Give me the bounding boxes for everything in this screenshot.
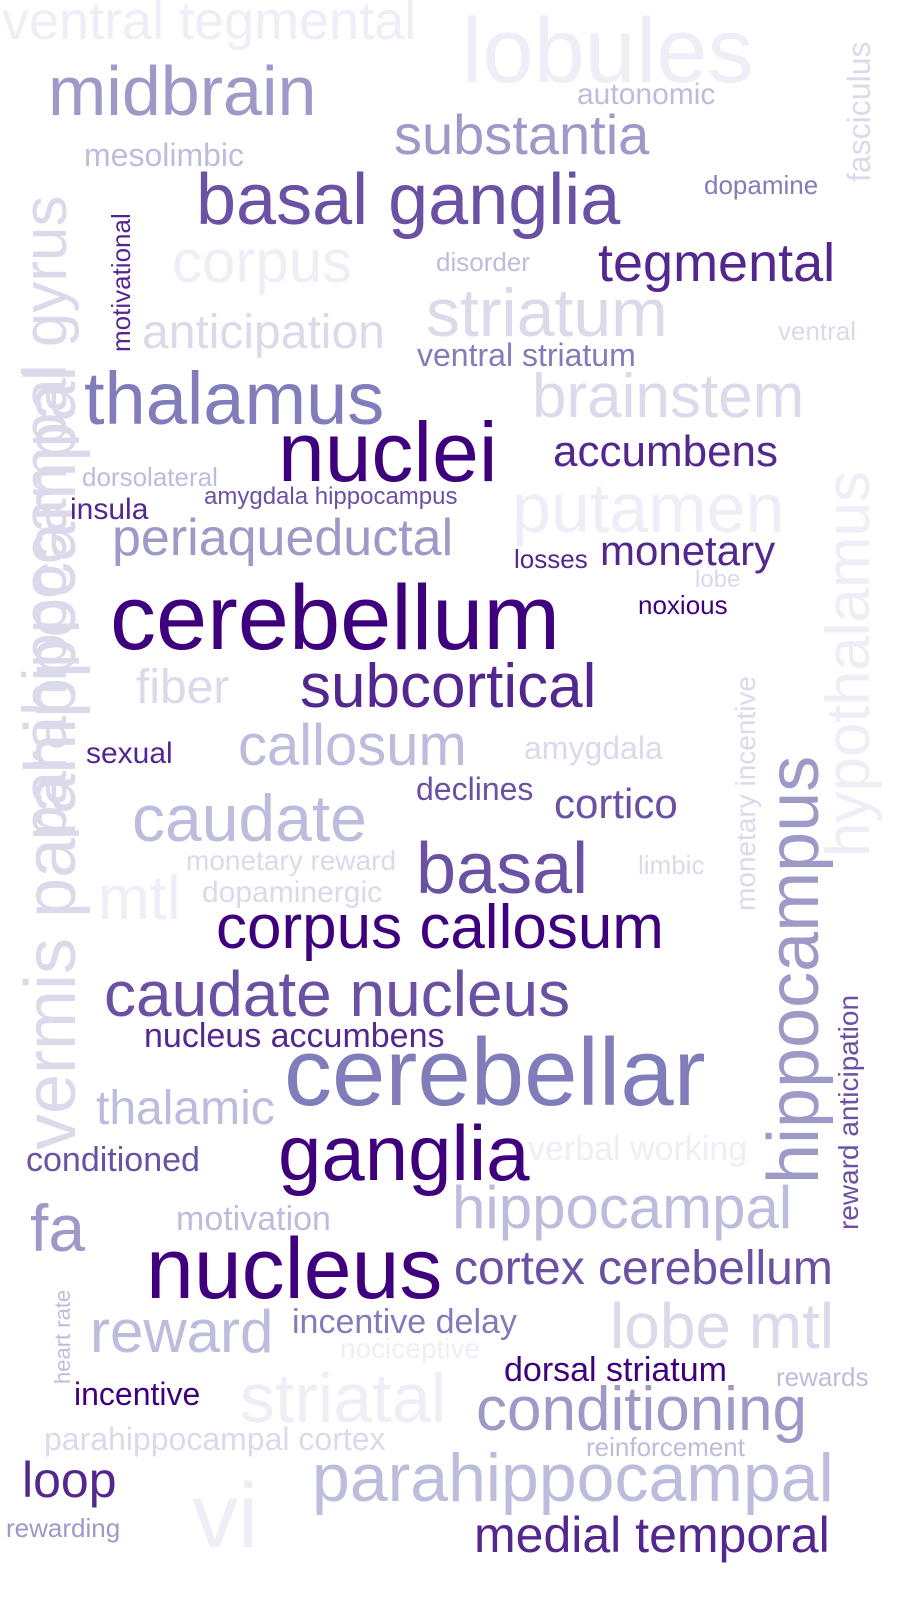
word-substantia: substantia — [394, 103, 650, 166]
word-noxious: noxious — [638, 590, 728, 620]
word-motivation: motivation — [176, 1200, 331, 1238]
word-ventral-striatum: ventral striatum — [417, 337, 636, 373]
word-amygdala-hippocampus: amygdala hippocampus — [204, 483, 458, 510]
word-putamen: putamen — [512, 469, 785, 547]
word-corpus-callosum: corpus callosum — [216, 893, 664, 962]
word-fiber: fiber — [136, 661, 230, 714]
word-ventral: ventral — [778, 316, 857, 346]
word-hippocampal: hippocampal — [452, 1174, 793, 1241]
word-disorder: disorder — [436, 247, 530, 277]
word-reward-anticipation: reward anticipation — [833, 994, 864, 1230]
word-declines: declines — [416, 771, 534, 807]
word-thalamic: thalamic — [96, 1082, 275, 1135]
word-callosum: callosum — [238, 713, 467, 778]
word-striatum: striatum — [426, 275, 668, 351]
word-periaqueductal: periaqueductal — [112, 509, 454, 567]
word-reinforcement: reinforcement — [586, 1432, 745, 1462]
word-vi: vi — [192, 1465, 259, 1567]
word-parahippocampal-cortex: parahippocampal cortex — [44, 1421, 386, 1457]
word-loop: loop — [22, 1452, 117, 1508]
word-amygdala: amygdala — [524, 730, 663, 766]
word-basal-ganglia: basal ganglia — [196, 160, 621, 240]
word-cerebellum: cerebellum — [110, 567, 560, 669]
word-limbic: limbic — [638, 850, 705, 880]
word-fa: fa — [30, 1191, 86, 1265]
word-parahippocampal: parahippocampal — [312, 1440, 834, 1516]
word-nucleus-accumbens: nucleus accumbens — [144, 1017, 445, 1055]
word-mesolimbic: mesolimbic — [84, 137, 245, 173]
word-subcortical: subcortical — [300, 652, 597, 721]
word-caudate-nucleus: caudate nucleus — [104, 958, 571, 1030]
word-thalamus: thalamus — [84, 357, 385, 440]
word-conditioning: conditioning — [476, 1375, 807, 1444]
word-dopamine: dopamine — [704, 170, 819, 200]
word-verbal-working: verbal working — [528, 1130, 748, 1168]
word-conditioned: conditioned — [26, 1141, 200, 1179]
word-brainstem: brainstem — [532, 362, 805, 431]
word-fasciculus: fasciculus — [841, 41, 877, 183]
word-lobe: lobe — [695, 566, 741, 593]
word-basal: basal — [416, 829, 589, 909]
word-lobe-mtl: lobe mtl — [610, 1290, 835, 1362]
word-corpus: corpus — [172, 228, 353, 295]
word-nucleus: nucleus — [146, 1221, 443, 1317]
word-anticipation: anticipation — [142, 306, 385, 359]
word-reward: reward — [90, 1298, 274, 1365]
word-midbrain: midbrain — [48, 52, 317, 130]
word-ventral-tegmental: ventral tegmental — [2, 0, 417, 51]
word-caudate: caudate — [132, 781, 367, 855]
word-mtl: mtl — [98, 864, 181, 933]
word-sexual: sexual — [86, 737, 173, 770]
word-insula: insula — [70, 493, 149, 526]
word-rewards: rewards — [776, 1362, 869, 1392]
word-tegmental: tegmental — [598, 233, 836, 293]
word-ganglia: ganglia — [278, 1109, 530, 1197]
word-losses: losses — [514, 544, 588, 574]
word-autonomic: autonomic — [577, 78, 716, 111]
word-cortico: cortico — [554, 780, 678, 827]
word-cortex-cerebellum: cortex cerebellum — [454, 1242, 833, 1295]
word-monetary: monetary — [600, 527, 776, 574]
word-vermis-parahippocampal: vermis parahippocampal — [11, 365, 91, 1150]
word-striatal: striatal — [240, 1359, 447, 1437]
word-nociceptive: nociceptive — [340, 1333, 481, 1364]
word-cerebellar: cerebellar — [284, 1019, 706, 1126]
word-nuclei: nuclei — [278, 405, 498, 499]
word-dorsal-striatum: dorsal striatum — [504, 1351, 727, 1389]
word-hippocampus: hippocampus — [754, 755, 834, 1184]
word-motivational: motivational — [106, 213, 136, 352]
word-accumbens: accumbens — [553, 427, 779, 476]
word-heart-rate: heart rate — [50, 1289, 75, 1384]
word-lobules: lobules — [462, 0, 754, 102]
word-rewarding: rewarding — [6, 1513, 121, 1543]
word-monetary-reward: monetary reward — [186, 845, 397, 876]
word-incentive: incentive — [74, 1376, 201, 1412]
word-dorsolateral: dorsolateral — [82, 462, 218, 492]
word-dopaminergic: dopaminergic — [202, 876, 383, 909]
word-incentive-delay: incentive delay — [292, 1303, 517, 1341]
word-medial-temporal: medial temporal — [474, 1507, 830, 1563]
